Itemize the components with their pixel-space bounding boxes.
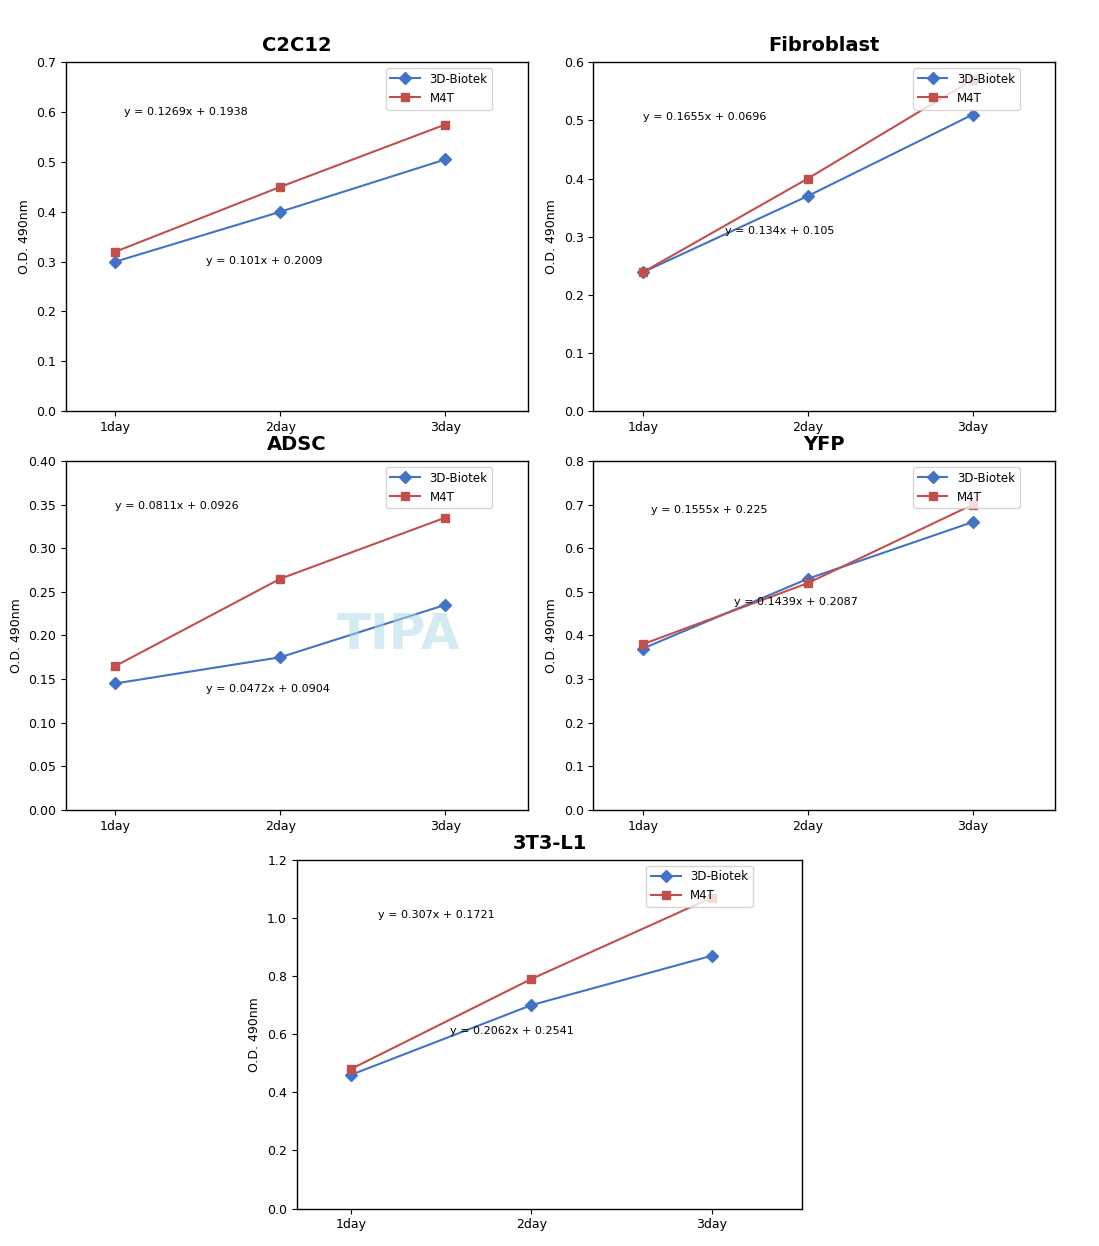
- Line: 3D-Biotek: 3D-Biotek: [346, 952, 717, 1079]
- 3D-Biotek: [801, 188, 814, 203]
- Line: M4T: M4T: [111, 513, 449, 670]
- Text: y = 0.2062x + 0.2541: y = 0.2062x + 0.2541: [451, 1027, 574, 1037]
- 3D-Biotek: [109, 675, 122, 690]
- 3D-Biotek: [636, 264, 650, 279]
- Y-axis label: O.D. 490nm: O.D. 490nm: [545, 598, 558, 673]
- Text: y = 0.1439x + 0.2087: y = 0.1439x + 0.2087: [734, 597, 857, 607]
- Title: YFP: YFP: [803, 435, 845, 454]
- M4T: [109, 244, 122, 259]
- M4T: [636, 637, 650, 652]
- Title: 3T3-L1: 3T3-L1: [512, 834, 587, 852]
- 3D-Biotek: [966, 107, 979, 122]
- Legend: 3D-Biotek, M4T: 3D-Biotek, M4T: [646, 866, 753, 907]
- Line: M4T: M4T: [639, 76, 977, 277]
- Title: C2C12: C2C12: [262, 36, 332, 55]
- Text: TIPA: TIPA: [336, 612, 460, 659]
- Title: ADSC: ADSC: [267, 435, 326, 454]
- Legend: 3D-Biotek, M4T: 3D-Biotek, M4T: [913, 467, 1020, 508]
- M4T: [966, 497, 979, 512]
- Y-axis label: O.D. 490nm: O.D. 490nm: [248, 997, 262, 1072]
- M4T: [439, 511, 452, 526]
- Text: y = 0.307x + 0.1721: y = 0.307x + 0.1721: [378, 910, 495, 920]
- 3D-Biotek: [274, 650, 287, 665]
- Text: y = 0.101x + 0.2009: y = 0.101x + 0.2009: [207, 257, 323, 267]
- Y-axis label: O.D. 490nm: O.D. 490nm: [18, 199, 31, 274]
- Line: 3D-Biotek: 3D-Biotek: [111, 156, 449, 265]
- Line: 3D-Biotek: 3D-Biotek: [639, 518, 977, 653]
- M4T: [801, 576, 814, 591]
- Text: y = 0.1555x + 0.225: y = 0.1555x + 0.225: [651, 506, 768, 516]
- 3D-Biotek: [109, 254, 122, 269]
- M4T: [636, 264, 650, 279]
- M4T: [274, 571, 287, 586]
- 3D-Biotek: [966, 515, 979, 530]
- Text: y = 0.134x + 0.105: y = 0.134x + 0.105: [725, 226, 835, 235]
- Text: y = 0.1269x + 0.1938: y = 0.1269x + 0.1938: [123, 107, 247, 117]
- M4T: [801, 171, 814, 186]
- Line: 3D-Biotek: 3D-Biotek: [639, 111, 977, 277]
- Y-axis label: O.D. 490nm: O.D. 490nm: [10, 598, 23, 673]
- Line: M4T: M4T: [639, 501, 977, 648]
- Text: y = 0.0472x + 0.0904: y = 0.0472x + 0.0904: [207, 684, 330, 694]
- 3D-Biotek: [801, 571, 814, 586]
- M4T: [439, 117, 452, 132]
- M4T: [109, 658, 122, 673]
- Y-axis label: O.D. 490nm: O.D. 490nm: [545, 199, 558, 274]
- Line: M4T: M4T: [111, 121, 449, 255]
- 3D-Biotek: [636, 640, 650, 655]
- M4T: [274, 179, 287, 194]
- M4T: [966, 72, 979, 87]
- M4T: [706, 890, 719, 905]
- Text: y = 0.1655x + 0.0696: y = 0.1655x + 0.0696: [643, 112, 766, 122]
- Text: y = 0.0811x + 0.0926: y = 0.0811x + 0.0926: [115, 501, 238, 511]
- Legend: 3D-Biotek, M4T: 3D-Biotek, M4T: [386, 69, 492, 110]
- 3D-Biotek: [439, 598, 452, 613]
- 3D-Biotek: [706, 948, 719, 963]
- 3D-Biotek: [274, 204, 287, 219]
- 3D-Biotek: [344, 1068, 357, 1083]
- Line: 3D-Biotek: 3D-Biotek: [111, 601, 449, 688]
- M4T: [525, 972, 539, 987]
- Legend: 3D-Biotek, M4T: 3D-Biotek, M4T: [386, 467, 492, 508]
- Legend: 3D-Biotek, M4T: 3D-Biotek, M4T: [913, 69, 1020, 110]
- Line: M4T: M4T: [346, 893, 717, 1073]
- 3D-Biotek: [525, 998, 539, 1013]
- Title: Fibroblast: Fibroblast: [768, 36, 880, 55]
- 3D-Biotek: [439, 152, 452, 167]
- M4T: [344, 1062, 357, 1077]
